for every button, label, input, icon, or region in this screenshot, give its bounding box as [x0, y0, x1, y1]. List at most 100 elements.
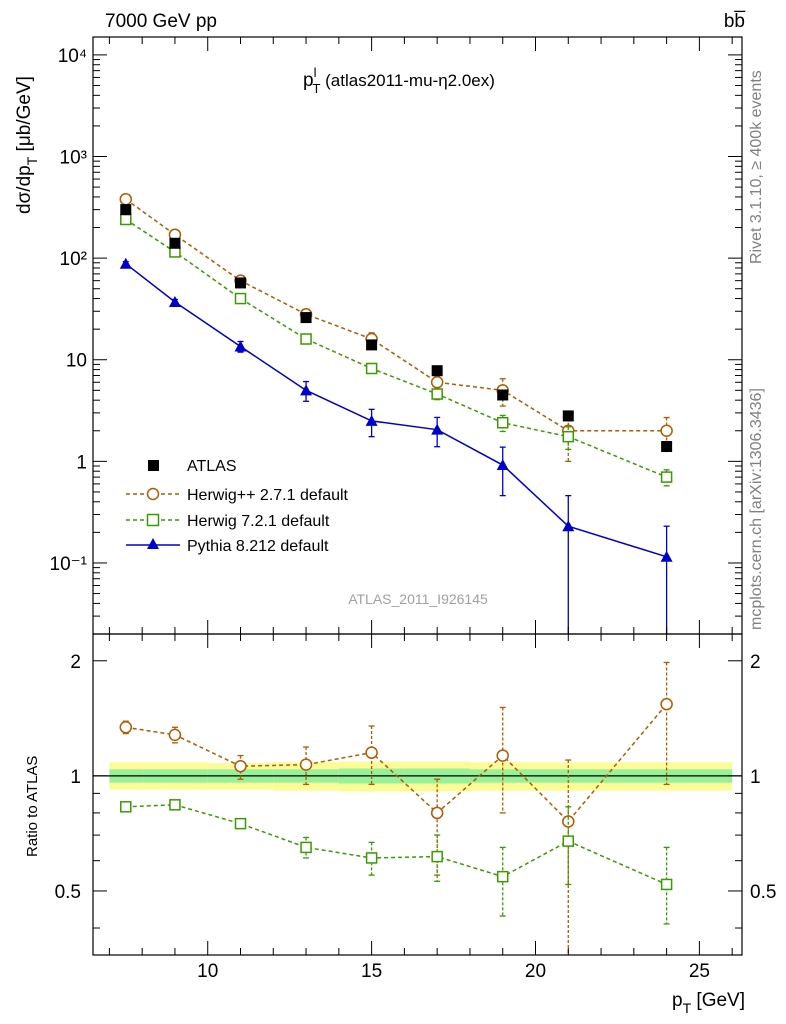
point-0-5	[431, 365, 443, 377]
rivet-label: Rivet 3.1.10, ≥ 400k events	[748, 70, 765, 264]
ratio-point-1-5	[431, 850, 443, 863]
series-3	[119, 257, 673, 634]
ratio-bands	[109, 761, 733, 792]
rytick-label-left-2: 2	[70, 652, 81, 673]
title-sup: l	[314, 65, 317, 80]
ratio-line-1	[125, 804, 667, 886]
point-0-4	[366, 339, 378, 351]
ratio-point-1-2	[234, 817, 247, 830]
energy-label: 7000 GeV pp	[105, 11, 217, 32]
series-1	[119, 192, 673, 463]
series-0	[120, 204, 673, 453]
analysis-watermark: ATLAS_2011_I926145	[348, 591, 488, 607]
point-0-1	[169, 237, 181, 249]
series-2	[120, 213, 673, 487]
ratio-point-0-6	[496, 749, 509, 762]
point-3-0	[119, 257, 132, 269]
ratio-point-0-2	[234, 759, 247, 773]
legend-marker-herwig7	[146, 513, 160, 527]
ratio-point-0-0	[119, 721, 133, 734]
point-1-8	[660, 424, 673, 438]
ratio-frame	[92, 633, 743, 956]
point-3-4	[365, 414, 378, 426]
point-2-0	[120, 213, 132, 226]
legend-label-pythia: Pythia 8.212 default	[187, 538, 329, 555]
ratio-series-0	[119, 661, 673, 955]
ratio-point-0-3	[299, 758, 313, 771]
ratio-point-0-1	[168, 728, 182, 742]
main-ylabel: dσ/dpT [μb/GeV]	[14, 76, 40, 214]
ratio-axis-ticks: 10 15 20 25 0.5 0.5 1 1 2 2	[55, 634, 776, 982]
point-2-8	[660, 471, 673, 483]
ratio-series-layer	[119, 661, 673, 955]
point-2-6	[496, 416, 509, 429]
point-2-5	[431, 388, 443, 400]
ratio-ylabel: Ratio to ATLAS	[24, 756, 41, 857]
rytick-label-left-1: 1	[70, 767, 81, 788]
legend-entry-pythia: Pythia 8.212 default	[126, 538, 329, 555]
xtick-label-2: 20	[525, 961, 546, 982]
rytick-label-right-1: 1	[750, 767, 761, 788]
legend-marker-pythia	[147, 538, 159, 549]
point-1-5	[430, 376, 444, 389]
point-0-7	[562, 410, 574, 422]
ratio-point-1-6	[496, 870, 509, 883]
rytick-label-right-0: 0.5	[750, 882, 776, 903]
ytick-label-4: 10³	[60, 148, 87, 169]
xlabel: pT [GeV]	[672, 990, 745, 1016]
legend-marker-herwigpp	[146, 487, 160, 501]
point-0-2	[235, 277, 246, 289]
xtick-label-3: 25	[689, 961, 710, 982]
legend-entry-atlas: ATLAS	[148, 458, 237, 475]
point-0-0	[120, 204, 132, 216]
ratio-point-1-3	[300, 841, 312, 854]
ytick-label-1: 1	[76, 452, 87, 473]
point-3-7	[562, 520, 575, 532]
rytick-label-right-2: 2	[750, 652, 761, 673]
point-3-5	[431, 423, 444, 435]
title-rest: (atlas2011-mu-η2.0ex)	[320, 71, 495, 90]
ratio-point-1-8	[660, 878, 673, 891]
ratio-point-1-4	[365, 852, 378, 864]
ratio-point-1-0	[120, 801, 132, 813]
point-3-6	[496, 459, 509, 471]
legend-entry-herwigpp: Herwig++ 2.7.1 default	[126, 487, 349, 504]
title-sub: T	[312, 81, 320, 96]
legend-label-herwig7: Herwig 7.2.1 default	[187, 513, 330, 530]
legend-marker-atlas	[148, 460, 159, 471]
point-1-0	[119, 192, 133, 206]
point-3-2	[234, 340, 247, 352]
point-2-7	[562, 430, 575, 443]
point-2-3	[300, 333, 312, 345]
point-0-8	[661, 441, 673, 453]
legend-label-herwigpp: Herwig++ 2.7.1 default	[187, 487, 349, 504]
series-line-2	[125, 218, 667, 478]
xtick-label-0: 10	[197, 961, 218, 982]
xtick-label-1: 15	[361, 961, 382, 982]
series-line-1	[125, 198, 667, 432]
process-label: bb̅	[724, 11, 746, 32]
ratio-point-0-4	[365, 746, 378, 759]
ytick-label-0: 10⁻¹	[50, 554, 88, 575]
title-main: p	[303, 70, 314, 91]
mcplots-label: mcplots.cern.ch [arXiv:1306.3436]	[748, 388, 765, 630]
ratio-point-0-5	[430, 806, 444, 820]
main-axis-ticks: 10⁻¹ 1 10 10² 10³ 10⁴	[50, 37, 742, 635]
legend-label-atlas: ATLAS	[187, 458, 237, 475]
point-0-6	[497, 389, 509, 401]
ratio-series-1	[120, 799, 673, 925]
ytick-label-2: 10	[66, 351, 87, 372]
ratio-point-0-8	[660, 697, 673, 711]
point-2-4	[365, 362, 378, 375]
main-title: pl T (atlas2011-mu-η2.0ex)	[303, 65, 495, 96]
point-3-1	[168, 296, 181, 308]
legend: ATLAS Herwig++ 2.7.1 default Herwig 7.2.…	[126, 458, 349, 555]
legend-entry-herwig7: Herwig 7.2.1 default	[126, 513, 330, 530]
point-3-8	[660, 550, 673, 562]
ratio-point-1-1	[169, 799, 181, 811]
ratio-point-1-7	[562, 835, 575, 847]
rytick-label-left-0: 0.5	[55, 882, 81, 903]
ytick-label-3: 10²	[60, 249, 87, 270]
point-2-2	[234, 292, 247, 305]
